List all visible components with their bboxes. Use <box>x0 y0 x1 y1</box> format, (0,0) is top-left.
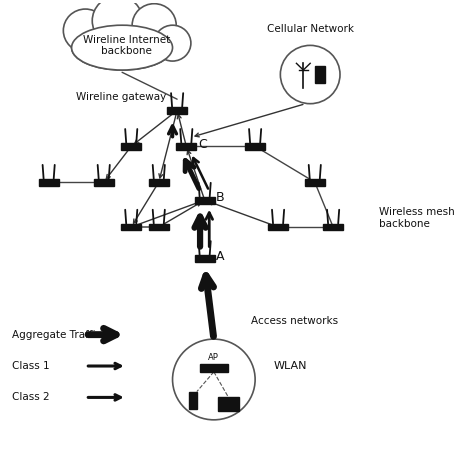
Bar <box>167 107 187 114</box>
Circle shape <box>64 9 108 52</box>
Circle shape <box>92 0 143 45</box>
Bar <box>149 223 169 231</box>
Bar <box>94 179 114 186</box>
Bar <box>305 179 325 186</box>
Bar <box>121 223 141 231</box>
Ellipse shape <box>72 25 173 70</box>
Text: C: C <box>198 138 207 151</box>
Bar <box>268 223 288 231</box>
Bar <box>323 223 343 231</box>
Text: Aggregate Traffic: Aggregate Traffic <box>12 330 101 340</box>
Bar <box>194 197 215 203</box>
Text: A: A <box>216 250 225 263</box>
Ellipse shape <box>72 25 173 70</box>
Text: WLAN: WLAN <box>273 361 307 371</box>
Text: Wireline Internet
backbone: Wireline Internet backbone <box>83 35 170 56</box>
Bar <box>38 179 59 186</box>
Text: Wireline gateway: Wireline gateway <box>76 92 166 102</box>
Bar <box>149 179 169 186</box>
Text: Class 2: Class 2 <box>12 392 50 402</box>
Bar <box>176 143 196 150</box>
Text: Cellular Network: Cellular Network <box>267 24 354 34</box>
Bar <box>189 392 197 409</box>
Bar <box>245 143 265 150</box>
Text: AP: AP <box>209 353 219 361</box>
Circle shape <box>132 4 176 47</box>
Circle shape <box>154 25 191 61</box>
Bar <box>194 255 215 262</box>
Bar <box>200 364 228 372</box>
Bar <box>121 143 141 150</box>
Bar <box>219 397 239 411</box>
Text: Wireless mesh
backbone: Wireless mesh backbone <box>379 207 455 229</box>
Text: B: B <box>216 191 225 204</box>
Text: Access networks: Access networks <box>251 316 337 326</box>
Text: Class 1: Class 1 <box>12 361 50 371</box>
Bar <box>315 66 325 84</box>
